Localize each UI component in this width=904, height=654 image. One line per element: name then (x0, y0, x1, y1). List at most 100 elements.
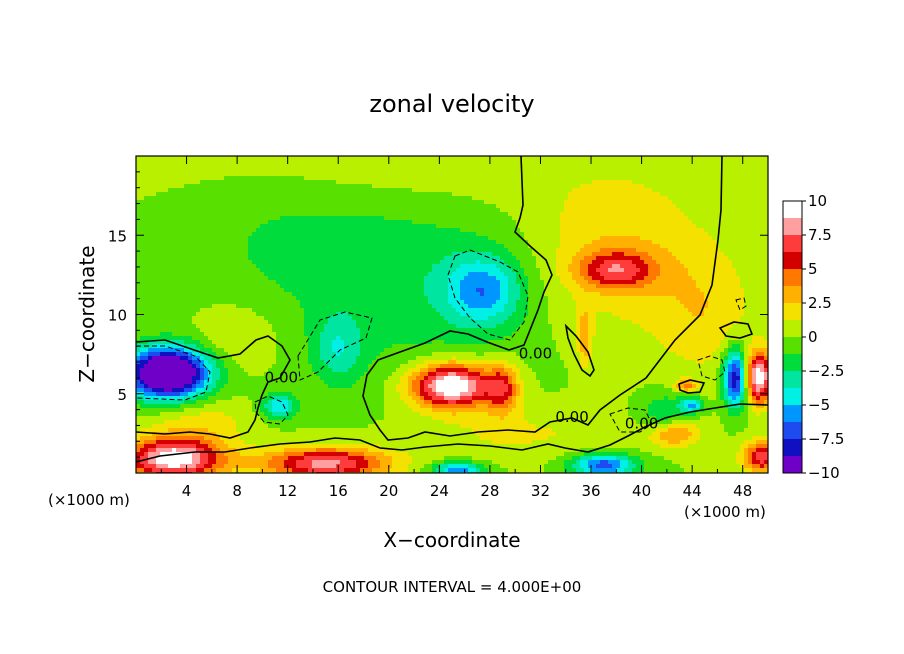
heat-cell (356, 360, 361, 365)
heat-cell (208, 372, 213, 377)
heat-cell (168, 400, 173, 405)
heat-cell (144, 216, 149, 221)
heat-cell (300, 428, 305, 433)
heat-cell (188, 336, 193, 341)
heat-cell (248, 264, 253, 269)
heat-cell (248, 304, 253, 309)
heat-cell (164, 172, 169, 177)
heat-cell (268, 288, 273, 293)
heat-cell (308, 296, 313, 301)
heat-cell (228, 272, 233, 277)
heat-cell (308, 424, 313, 429)
heat-cell (192, 436, 197, 441)
heat-cell (192, 176, 197, 181)
heat-cell (352, 196, 357, 201)
heat-cell (284, 332, 289, 337)
heat-cell (236, 380, 241, 385)
heat-cell (268, 408, 273, 413)
heat-cell (308, 344, 313, 349)
heat-cell (192, 180, 197, 185)
heat-cell (248, 300, 253, 305)
heat-cell (204, 412, 209, 417)
heat-cell (264, 184, 269, 189)
heat-cell (264, 204, 269, 209)
heat-cell (368, 392, 373, 397)
heat-cell (136, 228, 141, 233)
heat-cell (232, 460, 237, 465)
heat-cell (348, 288, 353, 293)
heat-cell (332, 216, 337, 221)
heat-cell (340, 252, 345, 257)
heat-cell (216, 468, 221, 473)
heat-cell (272, 164, 277, 169)
heat-cell (300, 268, 305, 273)
heat-cell (136, 384, 141, 389)
heat-cell (260, 304, 265, 309)
heat-cell (168, 224, 173, 229)
heat-cell (172, 408, 177, 413)
heat-cell (368, 244, 373, 249)
heat-cell (196, 156, 201, 161)
heat-cell (316, 224, 321, 229)
heat-cell (300, 424, 305, 429)
heat-cell (372, 292, 377, 297)
heat-cell (276, 172, 281, 177)
heat-cell (276, 256, 281, 261)
heat-cell (252, 292, 257, 297)
heat-cell (220, 168, 225, 173)
heat-cell (264, 172, 269, 177)
heat-cell (164, 212, 169, 217)
heat-cell (364, 460, 369, 465)
heat-cell (168, 416, 173, 421)
heat-cell (284, 308, 289, 313)
heat-cell (188, 192, 193, 197)
heat-cell (268, 424, 273, 429)
heat-cell (156, 280, 161, 285)
heat-cell (368, 452, 373, 457)
heat-cell (136, 308, 141, 313)
heat-cell (356, 208, 361, 213)
heat-cell (368, 188, 373, 193)
heat-cell (148, 200, 153, 205)
heat-cell (272, 180, 277, 185)
heat-cell (232, 288, 237, 293)
heat-cell (164, 376, 169, 381)
heat-cell (276, 196, 281, 201)
heat-cell (288, 264, 293, 269)
heat-cell (184, 320, 189, 325)
heat-cell (368, 440, 373, 445)
heat-cell (312, 200, 317, 205)
heat-cell (292, 364, 297, 369)
heat-cell (284, 180, 289, 185)
heat-cell (288, 356, 293, 361)
heat-cell (352, 260, 357, 265)
heat-cell (228, 304, 233, 309)
heat-cell (312, 432, 317, 437)
heat-cell (228, 308, 233, 313)
heat-cell (324, 348, 329, 353)
heat-cell (364, 304, 369, 309)
heat-cell (216, 456, 221, 461)
heat-cell (232, 216, 237, 221)
heat-cell (164, 284, 169, 289)
heat-cell (208, 192, 213, 197)
heat-cell (184, 428, 189, 433)
heat-cell (292, 340, 297, 345)
heat-cell (228, 384, 233, 389)
heat-cell (340, 444, 345, 449)
heat-cell (340, 360, 345, 365)
heat-cell (272, 392, 277, 397)
heat-cell (344, 356, 349, 361)
heat-cell (352, 192, 357, 197)
heat-cell (180, 380, 185, 385)
heat-cell (164, 396, 169, 401)
heat-cell (368, 196, 373, 201)
heat-cell (356, 464, 361, 469)
heat-cell (272, 172, 277, 177)
heat-cell (364, 296, 369, 301)
heat-cell (200, 348, 205, 353)
heat-cell (156, 304, 161, 309)
heat-cell (232, 196, 237, 201)
heat-cell (140, 160, 145, 165)
heat-cell (292, 396, 297, 401)
